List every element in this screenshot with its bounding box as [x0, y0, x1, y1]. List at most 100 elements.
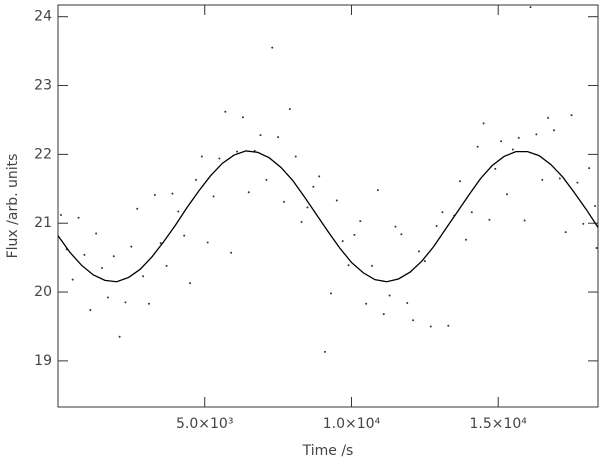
- data-point: [247, 191, 250, 194]
- data-point: [406, 302, 409, 305]
- data-point: [241, 116, 244, 119]
- data-point: [212, 195, 215, 198]
- data-point: [89, 308, 92, 311]
- data-point: [595, 246, 598, 249]
- data-point: [271, 46, 274, 49]
- data-point: [318, 175, 321, 178]
- fit-line: [57, 150, 599, 283]
- data-point: [294, 155, 297, 158]
- data-point: [570, 114, 573, 117]
- data-point: [106, 296, 109, 299]
- data-point: [523, 219, 526, 222]
- data-point: [476, 145, 479, 148]
- data-point: [189, 282, 192, 285]
- data-point: [464, 238, 467, 241]
- data-point: [447, 324, 450, 327]
- data-point: [124, 301, 127, 304]
- data-point: [552, 129, 555, 132]
- data-point: [183, 234, 186, 237]
- y-tick-label: 19: [34, 353, 52, 369]
- data-point: [382, 313, 385, 316]
- data-point: [511, 148, 514, 151]
- data-point: [541, 178, 544, 181]
- y-tick-label: 22: [34, 146, 52, 162]
- x-tick-label: 1.5×10⁴: [470, 416, 528, 432]
- x-tick-label: 5.0×10³: [176, 416, 233, 432]
- data-point: [118, 335, 121, 338]
- data-point: [558, 177, 561, 180]
- data-point: [101, 266, 104, 269]
- data-point: [142, 275, 145, 278]
- data-point: [194, 178, 197, 181]
- data-point: [417, 250, 420, 253]
- data-point: [218, 157, 221, 160]
- data-point: [576, 181, 579, 184]
- y-axis-title: Flux /arb. units: [5, 154, 21, 259]
- data-point: [130, 245, 133, 248]
- data-point: [259, 134, 262, 137]
- data-point: [282, 200, 285, 203]
- data-point: [312, 185, 315, 188]
- data-point: [429, 325, 432, 328]
- data-point: [547, 116, 550, 119]
- data-point: [376, 189, 379, 192]
- data-point: [517, 136, 520, 139]
- x-tick-label: 1.0×10⁴: [323, 416, 381, 432]
- data-point: [353, 233, 356, 236]
- data-point: [265, 178, 268, 181]
- data-point: [206, 241, 209, 244]
- data-point: [177, 210, 180, 213]
- data-point: [324, 350, 327, 353]
- data-point: [500, 140, 503, 143]
- data-point: [423, 260, 426, 263]
- data-point: [594, 205, 597, 207]
- data-point: [200, 155, 203, 158]
- y-tick-label: 20: [34, 284, 52, 300]
- data-point: [441, 211, 444, 214]
- data-point: [582, 222, 585, 225]
- data-point: [159, 242, 162, 245]
- data-point: [277, 136, 280, 139]
- data-point: [288, 107, 291, 110]
- data-point: [236, 150, 239, 153]
- data-point: [412, 319, 415, 322]
- data-point: [147, 302, 150, 305]
- data-point: [470, 211, 473, 214]
- data-point: [435, 224, 438, 227]
- data-point: [400, 233, 403, 236]
- data-point: [388, 294, 391, 297]
- data-point: [359, 220, 362, 223]
- data-point: [95, 232, 98, 235]
- data-point: [112, 255, 115, 258]
- data-point: [329, 292, 332, 295]
- data-point: [506, 193, 509, 196]
- data-point: [371, 264, 374, 267]
- data-point: [394, 225, 397, 228]
- data-point: [488, 218, 491, 221]
- data-point: [365, 302, 368, 305]
- y-tick-label: 24: [34, 9, 52, 25]
- data-point: [341, 240, 344, 243]
- data-point: [529, 6, 532, 9]
- y-tick-label: 23: [34, 78, 52, 94]
- data-point: [224, 110, 227, 113]
- data-point: [482, 122, 485, 125]
- data-point: [347, 264, 350, 267]
- data-point: [564, 231, 567, 234]
- data-point: [153, 193, 156, 196]
- plot-frame: [57, 4, 599, 408]
- data-point: [171, 192, 174, 195]
- data-point: [300, 220, 303, 223]
- data-point: [83, 253, 86, 256]
- data-point: [494, 167, 497, 170]
- x-axis-title: Time /s: [302, 443, 354, 459]
- data-point: [165, 264, 168, 267]
- data-point: [459, 180, 462, 183]
- data-point: [59, 213, 62, 216]
- data-point: [77, 216, 80, 219]
- data-point: [535, 133, 538, 136]
- data-point: [306, 206, 309, 209]
- data-point: [588, 167, 591, 170]
- data-point: [71, 278, 74, 281]
